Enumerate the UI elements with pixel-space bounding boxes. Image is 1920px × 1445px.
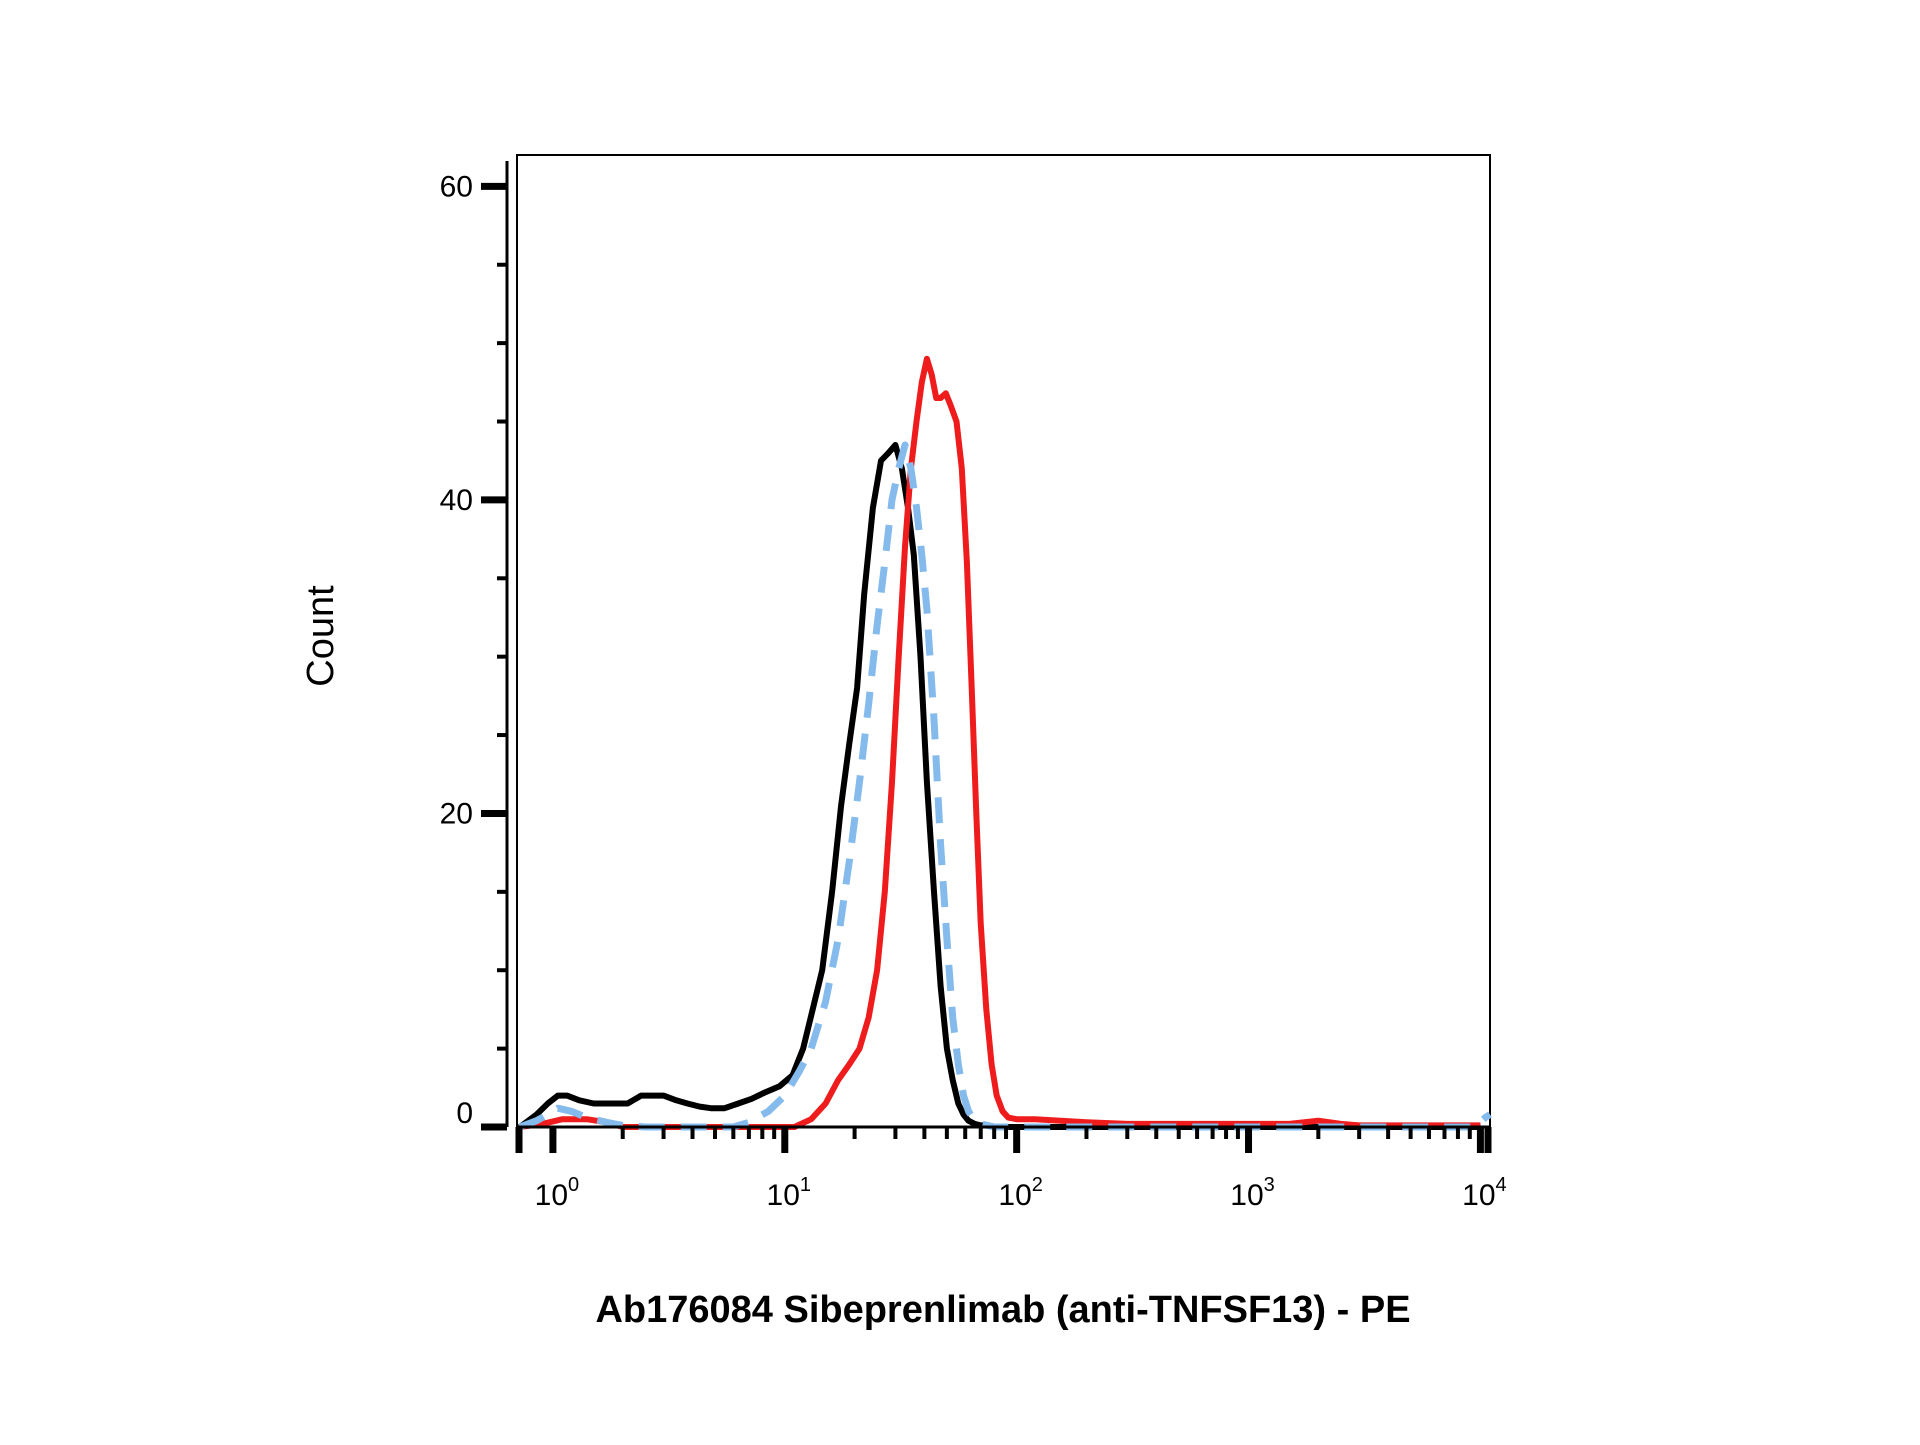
series-line-3: [519, 355, 1481, 1130]
x-axis-title: Ab176084 Sibeprenlimab (anti-TNFSF13) - …: [595, 1289, 1410, 1331]
series-line-2: [518, 441, 1492, 1131]
x-axis: 100 101 102 103 104: [515, 1125, 1507, 1212]
x-tick-label: 101: [767, 1174, 812, 1212]
x-tick-exponent: 3: [1264, 1174, 1275, 1196]
y-tick-label: 0: [456, 1097, 473, 1130]
x-tick-base: 10: [1230, 1179, 1263, 1212]
x-tick-label: 104: [1462, 1174, 1507, 1212]
y-tick-label: 60: [440, 170, 473, 203]
y-axis-title: Count: [300, 585, 342, 687]
x-tick-base: 10: [1462, 1179, 1495, 1212]
x-tick-exponent: 4: [1496, 1174, 1507, 1196]
x-tick-label: 102: [998, 1174, 1043, 1212]
series-layer: [518, 355, 1492, 1131]
x-tick-label: 100: [535, 1174, 580, 1212]
plot-frame: [516, 154, 1491, 1128]
x-tick-base: 10: [535, 1179, 568, 1212]
y-tick-label: 20: [440, 797, 473, 830]
x-tick-exponent: 1: [800, 1174, 811, 1196]
x-tick-base: 10: [767, 1179, 800, 1212]
y-tick-label: 40: [440, 484, 473, 517]
x-tick-base: 10: [998, 1179, 1031, 1212]
x-tick-exponent: 0: [568, 1174, 579, 1196]
y-axis: 0 20 40 60: [440, 161, 509, 1131]
series-line-1: [518, 442, 1481, 1130]
x-tick-exponent: 2: [1032, 1174, 1043, 1196]
x-tick-label: 103: [1230, 1174, 1275, 1212]
